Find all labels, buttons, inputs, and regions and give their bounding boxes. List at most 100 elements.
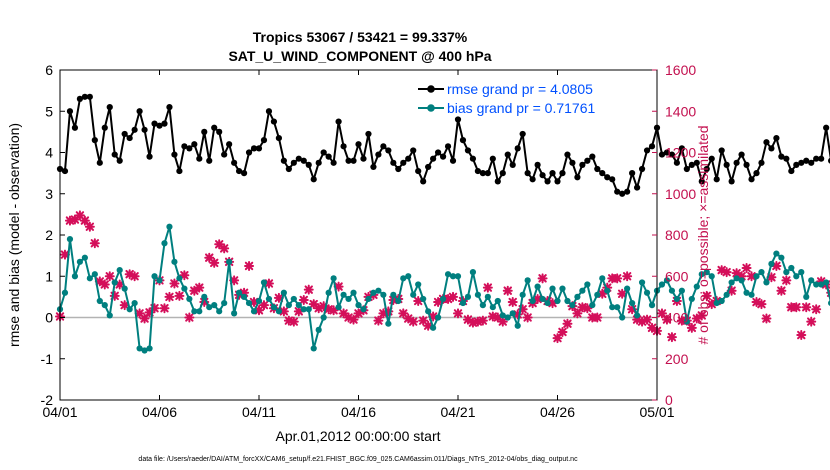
rmse-data-point — [415, 167, 422, 175]
rmse-data-point — [579, 161, 586, 168]
bias-data-point — [380, 291, 387, 298]
rmse-data-point — [678, 145, 685, 152]
bias-data-point — [559, 285, 566, 292]
bias-data-point — [330, 275, 337, 282]
obs-count-marker — [726, 285, 737, 296]
obs-count-marker — [472, 316, 483, 327]
left-y-tick-label: -2 — [41, 392, 54, 408]
rmse-data-point — [454, 116, 462, 123]
bias-data-point — [658, 281, 666, 288]
x-axis-label: Apr.01,2012 00:00:00 start — [275, 428, 440, 444]
obs-count-marker — [303, 284, 314, 295]
bias-data-point — [415, 281, 422, 288]
obs-count-marker — [288, 316, 299, 327]
obs-count-marker — [293, 306, 304, 317]
obs-count-marker — [666, 332, 677, 343]
rmse-data-point — [459, 137, 467, 144]
bias-data-point — [81, 254, 88, 261]
bias-data-point — [285, 302, 292, 309]
obs-count-marker — [691, 313, 702, 324]
bias-data-point — [818, 281, 825, 288]
bias-data-point — [584, 281, 591, 288]
bias-data-point — [71, 273, 79, 280]
bias-data-point — [420, 295, 427, 303]
x-axis-ticks: 04/01 04/06 04/11 04/16 04/21 04/26 05/01 — [42, 70, 675, 420]
bias-data-point — [703, 269, 710, 276]
bias-data-point — [255, 297, 263, 305]
bias-data-point — [638, 279, 646, 286]
bias-data-point — [594, 291, 601, 298]
bias-data-point — [619, 314, 626, 321]
rmse-data-point — [365, 130, 372, 138]
bias-data-point — [136, 345, 143, 352]
bias-data-point — [131, 299, 138, 307]
rmse-data-point — [604, 174, 611, 181]
bias-data-point — [564, 297, 571, 305]
bias-data-point — [385, 320, 392, 327]
bias-data-point — [713, 299, 720, 307]
rmse-data-point — [250, 145, 258, 152]
obs-count-marker — [462, 314, 473, 325]
bias-data-point — [589, 302, 596, 309]
rmse-data-point — [778, 153, 785, 160]
bias-data-point — [221, 299, 228, 307]
obs-count-marker — [741, 263, 752, 273]
rmse-data-point — [658, 151, 666, 158]
bias-data-point — [116, 266, 123, 274]
rmse-data-point — [469, 155, 477, 162]
obs-count-marker — [467, 317, 478, 328]
rmse-data-point — [638, 165, 646, 173]
rmse-series-layer — [56, 93, 830, 197]
rmse-data-point — [385, 147, 392, 154]
bias-data-point — [624, 285, 631, 292]
bias-data-point — [698, 271, 705, 278]
obs-count-marker — [278, 306, 289, 317]
bias-data-point — [295, 302, 302, 309]
rmse-data-point — [609, 176, 616, 183]
rmse-data-point — [509, 161, 516, 168]
rmse-data-point — [723, 161, 730, 168]
obs-count-marker — [448, 291, 459, 302]
rmse-data-point — [66, 108, 74, 115]
obs-count-marker — [622, 271, 633, 282]
right-y-tick-label: 1400 — [665, 103, 696, 119]
rmse-data-point — [186, 145, 193, 152]
bias-data-point — [678, 287, 685, 294]
rmse-data-point — [245, 149, 253, 156]
rmse-data-point — [320, 149, 327, 156]
rmse-data-point — [101, 124, 108, 131]
rmse-data-point — [728, 178, 735, 185]
rmse-data-point — [683, 165, 690, 173]
bias-data-point — [788, 264, 795, 272]
rmse-data-point — [260, 137, 268, 144]
bias-data-point — [101, 302, 108, 309]
obs-count-marker — [517, 304, 528, 315]
obs-count-marker — [343, 312, 354, 323]
rmse-data-point — [335, 118, 342, 125]
bias-data-point — [808, 277, 815, 284]
right-y-tick-label: 1200 — [665, 145, 696, 161]
rmse-data-point — [131, 126, 138, 133]
bias-data-point — [569, 302, 576, 309]
chart-title-line2: SAT_U_WIND_COMPONENT @ 400 hPa — [228, 48, 491, 64]
obs-count-marker — [562, 318, 573, 329]
obs-count-marker — [229, 275, 240, 286]
obs-count-marker — [781, 275, 792, 286]
rmse-data-point — [449, 157, 457, 164]
obs-count-marker — [612, 273, 623, 284]
rmse-data-point — [435, 149, 442, 156]
obs-count-marker — [328, 305, 339, 316]
rmse-data-point — [295, 155, 302, 162]
bias-data-point — [375, 287, 382, 294]
bias-data-point — [66, 236, 74, 243]
obs-count-marker — [258, 300, 269, 311]
bias-data-point — [549, 285, 556, 292]
bias-data-point — [688, 295, 695, 303]
obs-count-marker — [776, 285, 787, 296]
obs-count-marker — [686, 322, 697, 333]
obs-count-marker — [79, 215, 90, 226]
rmse-data-point — [370, 163, 377, 171]
bias-data-point — [743, 289, 750, 296]
obs-count-marker — [403, 313, 414, 324]
rmse-data-point — [589, 153, 596, 160]
